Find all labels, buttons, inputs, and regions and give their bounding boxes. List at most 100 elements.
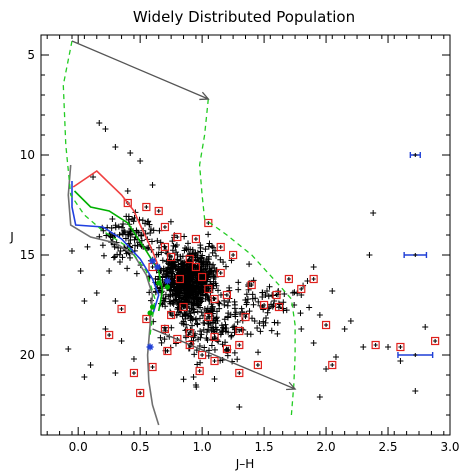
star-point — [187, 275, 194, 282]
red-square-marker — [179, 302, 188, 312]
star-point — [228, 333, 235, 340]
star-point — [226, 287, 233, 294]
x-tick-label: 2.0 — [317, 440, 336, 454]
star-point — [133, 270, 140, 277]
star-point — [234, 356, 241, 363]
star-point — [207, 278, 214, 285]
green-point — [147, 310, 153, 316]
star-point — [87, 362, 94, 368]
red-square-cross — [237, 343, 242, 347]
star-point — [174, 252, 181, 259]
y-axis: 5 10 15 20 — [20, 34, 450, 436]
star-point — [200, 266, 207, 273]
star-point — [147, 297, 154, 304]
star-point — [175, 294, 182, 301]
red-square-cross — [262, 303, 267, 307]
blue-star-marker — [154, 263, 162, 271]
red-square-marker — [160, 222, 170, 232]
star-point — [181, 233, 188, 240]
star-point — [182, 284, 189, 291]
star-point — [260, 306, 267, 313]
star-point — [194, 308, 201, 315]
red-square-marker — [167, 310, 176, 320]
star-point — [112, 222, 119, 229]
star-point — [174, 299, 181, 306]
star-point — [224, 314, 231, 321]
star-point — [182, 311, 189, 318]
gray-isochrone — [67, 164, 160, 426]
star-point — [197, 242, 204, 249]
star-point — [157, 239, 164, 246]
red-square-marker — [173, 334, 182, 344]
star-point — [193, 315, 200, 322]
star-point — [149, 182, 156, 188]
star-point — [168, 324, 175, 331]
star-point — [81, 374, 88, 380]
star-point — [195, 336, 202, 343]
star-point — [169, 247, 176, 254]
star-point — [96, 120, 103, 126]
star-point — [208, 307, 215, 314]
star-point — [68, 248, 75, 254]
star-point — [280, 299, 287, 306]
red-square-marker — [272, 290, 281, 300]
red-square-cross — [162, 327, 167, 331]
red-square-cross — [218, 271, 223, 275]
star-point — [184, 270, 191, 277]
star-point — [298, 326, 305, 332]
star-point — [178, 287, 185, 294]
star-point — [209, 285, 216, 292]
star-point — [189, 288, 196, 295]
red-square-marker — [154, 206, 163, 216]
star-point — [211, 317, 218, 324]
red-square-cross — [398, 345, 403, 349]
star-point — [127, 150, 134, 156]
star-point — [169, 291, 176, 298]
star-point — [211, 346, 218, 353]
star-point — [370, 210, 377, 216]
reddening-vector-top-head — [199, 91, 210, 101]
star-point — [107, 233, 114, 240]
red-square-marker — [259, 300, 269, 310]
star-point — [212, 324, 219, 331]
red-square-marker — [297, 284, 306, 294]
red-square-marker — [123, 198, 132, 208]
star-point — [147, 230, 154, 237]
blue-star-marker — [146, 343, 154, 351]
red-square-cross — [274, 293, 279, 297]
star-point — [154, 237, 161, 244]
star-point — [211, 376, 218, 382]
star-point — [221, 316, 228, 323]
star-point — [252, 295, 259, 302]
red-square-marker — [198, 272, 207, 282]
star-point — [207, 320, 214, 327]
red-square-cross — [218, 245, 223, 249]
red-square-marker — [185, 340, 194, 350]
star-point — [121, 229, 128, 236]
x-tick-label: 2.5 — [378, 440, 397, 454]
star-point — [180, 321, 187, 328]
green-point — [164, 284, 171, 290]
star-point — [209, 303, 216, 310]
star-point — [180, 376, 187, 383]
star-point — [115, 244, 122, 251]
star-point — [274, 330, 281, 337]
star-point — [162, 295, 169, 302]
star-point — [84, 243, 91, 250]
star-point — [266, 283, 273, 290]
y-tick-label: 15 — [20, 248, 35, 262]
star-point — [218, 329, 225, 336]
red-square-cross — [197, 369, 202, 373]
red-square-cross — [237, 329, 242, 333]
red-square-cross — [206, 287, 211, 291]
star-point — [254, 324, 261, 331]
star-point — [215, 287, 222, 294]
red-square-marker — [431, 336, 440, 346]
star-point — [216, 305, 223, 312]
star-point — [122, 235, 129, 242]
red-square-cross — [162, 225, 167, 229]
star-point — [182, 244, 189, 251]
red-square-cross — [330, 363, 335, 367]
star-point — [182, 327, 189, 334]
star-point — [222, 328, 229, 335]
